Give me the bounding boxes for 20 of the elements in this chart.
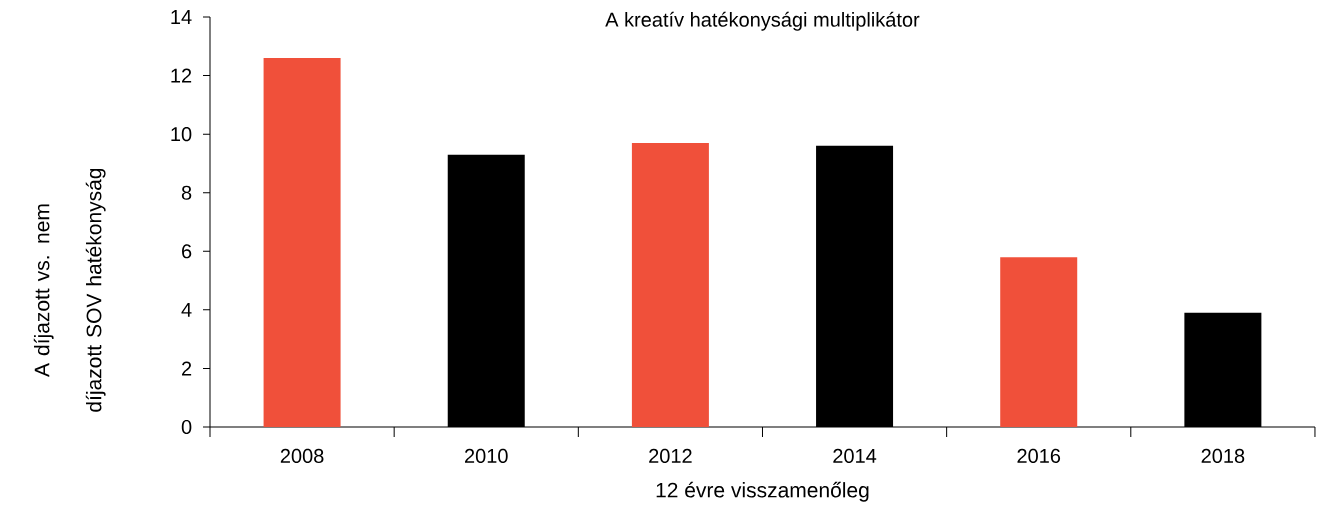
y-tick-label: 8 — [181, 185, 192, 200]
y-tick-label: 10 — [171, 127, 192, 142]
x-axis-title: 12 évre visszamenőleg — [656, 481, 869, 502]
x-tick-label: 2018 — [1201, 448, 1245, 464]
y-tick-label: 4 — [181, 302, 192, 317]
y-tick-label: 14 — [171, 10, 192, 24]
y-tick-label: 0 — [181, 419, 192, 435]
y-tick-label: 6 — [182, 244, 192, 259]
x-tick-label: 2014 — [833, 448, 877, 464]
text: A díjazott vs. nem díjazott SOV hatékonyság — [33, 168, 106, 412]
x-tick-label: 2012 — [649, 448, 692, 464]
bar — [1000, 257, 1078, 427]
bar — [263, 58, 341, 427]
y-tick-label: 2 — [182, 361, 192, 376]
bar — [631, 142, 709, 427]
x-tick-label: 2016 — [1017, 448, 1061, 464]
x-tick-label: 2008 — [280, 448, 324, 464]
x-tick-label: 2010 — [465, 448, 508, 464]
chart-title: A kreatív hatékonysági multiplikátor — [605, 11, 920, 31]
y-tick-label: 12 — [171, 68, 192, 83]
